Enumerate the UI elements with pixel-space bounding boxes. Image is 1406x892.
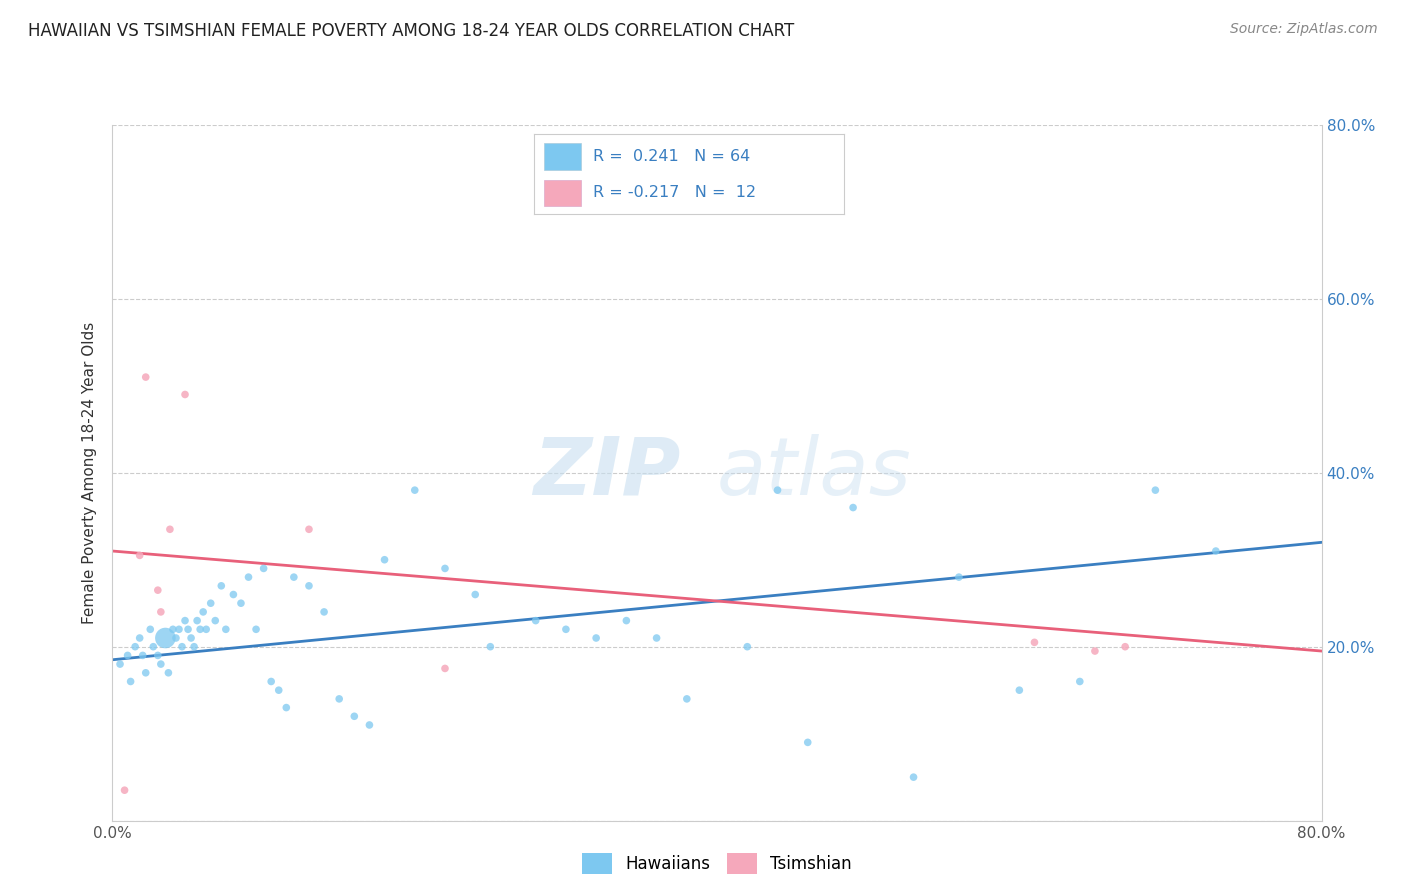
Point [1205, 544, 1227, 558]
Point [215, 623, 238, 637]
Point [229, 596, 252, 610]
Point [796, 735, 818, 749]
Point [157, 665, 180, 680]
Point [903, 770, 925, 784]
Point [585, 631, 607, 645]
Point [132, 648, 155, 663]
Point [177, 623, 200, 637]
Text: Source: ZipAtlas.com: Source: ZipAtlas.com [1230, 22, 1378, 37]
Point [616, 614, 638, 628]
Point [645, 631, 668, 645]
Point [1024, 635, 1046, 649]
Point [209, 579, 232, 593]
Point [766, 483, 789, 497]
Point [142, 640, 165, 654]
Point [404, 483, 426, 497]
Point [128, 631, 150, 645]
Point [174, 387, 197, 401]
Point [314, 605, 336, 619]
Point [108, 657, 131, 671]
Point [204, 614, 226, 628]
Point [948, 570, 970, 584]
Point [433, 661, 456, 675]
Point [149, 605, 172, 619]
Point [245, 623, 267, 637]
Text: HAWAIIAN VS TSIMSHIAN FEMALE POVERTY AMONG 18-24 YEAR OLDS CORRELATION CHART: HAWAIIAN VS TSIMSHIAN FEMALE POVERTY AMO… [28, 22, 794, 40]
Point [328, 692, 350, 706]
Point [128, 549, 150, 563]
Point [298, 522, 321, 536]
Point [359, 718, 381, 732]
Point [479, 640, 502, 654]
Point [675, 692, 697, 706]
Point [737, 640, 759, 654]
Point [554, 623, 576, 637]
Point [149, 657, 172, 671]
Text: R =  0.241   N = 64: R = 0.241 N = 64 [593, 149, 751, 164]
Point [146, 648, 169, 663]
Point [146, 583, 169, 598]
Point [183, 640, 205, 654]
Point [174, 614, 197, 628]
Point [200, 596, 222, 610]
Point [165, 631, 187, 645]
Point [1084, 644, 1107, 658]
Point [267, 683, 290, 698]
Point [253, 561, 276, 575]
Point [188, 623, 211, 637]
Text: ZIP: ZIP [533, 434, 681, 512]
Point [162, 623, 184, 637]
Point [260, 674, 283, 689]
Point [283, 570, 305, 584]
Point [524, 614, 547, 628]
Point [170, 640, 193, 654]
Point [117, 648, 139, 663]
Point [195, 623, 218, 637]
Point [298, 579, 321, 593]
Point [120, 674, 142, 689]
Text: atlas: atlas [717, 434, 912, 512]
Point [186, 614, 208, 628]
Point [124, 640, 146, 654]
Point [135, 370, 157, 384]
Point [191, 605, 214, 619]
Point [238, 570, 260, 584]
Point [180, 631, 202, 645]
Point [343, 709, 366, 723]
Point [1008, 683, 1031, 698]
Point [167, 623, 190, 637]
Point [1144, 483, 1167, 497]
Y-axis label: Female Poverty Among 18-24 Year Olds: Female Poverty Among 18-24 Year Olds [82, 322, 97, 624]
Point [135, 665, 157, 680]
Point [139, 623, 162, 637]
Legend: Hawaiians, Tsimshian: Hawaiians, Tsimshian [574, 845, 860, 882]
Point [276, 700, 298, 714]
Point [114, 783, 136, 797]
Point [374, 552, 396, 567]
FancyBboxPatch shape [544, 144, 581, 170]
Point [155, 631, 177, 645]
FancyBboxPatch shape [544, 179, 581, 206]
Point [159, 522, 181, 536]
Point [1069, 674, 1091, 689]
Point [1114, 640, 1136, 654]
Text: R = -0.217   N =  12: R = -0.217 N = 12 [593, 185, 756, 200]
Point [464, 587, 486, 601]
Point [433, 561, 456, 575]
Point [842, 500, 865, 515]
Point [222, 587, 245, 601]
